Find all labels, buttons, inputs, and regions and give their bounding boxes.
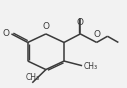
Text: O: O (42, 22, 49, 31)
Text: O: O (93, 30, 100, 39)
Text: O: O (3, 29, 10, 38)
Text: CH₃: CH₃ (25, 73, 39, 82)
Text: O: O (77, 18, 84, 27)
Text: CH₃: CH₃ (84, 62, 98, 71)
